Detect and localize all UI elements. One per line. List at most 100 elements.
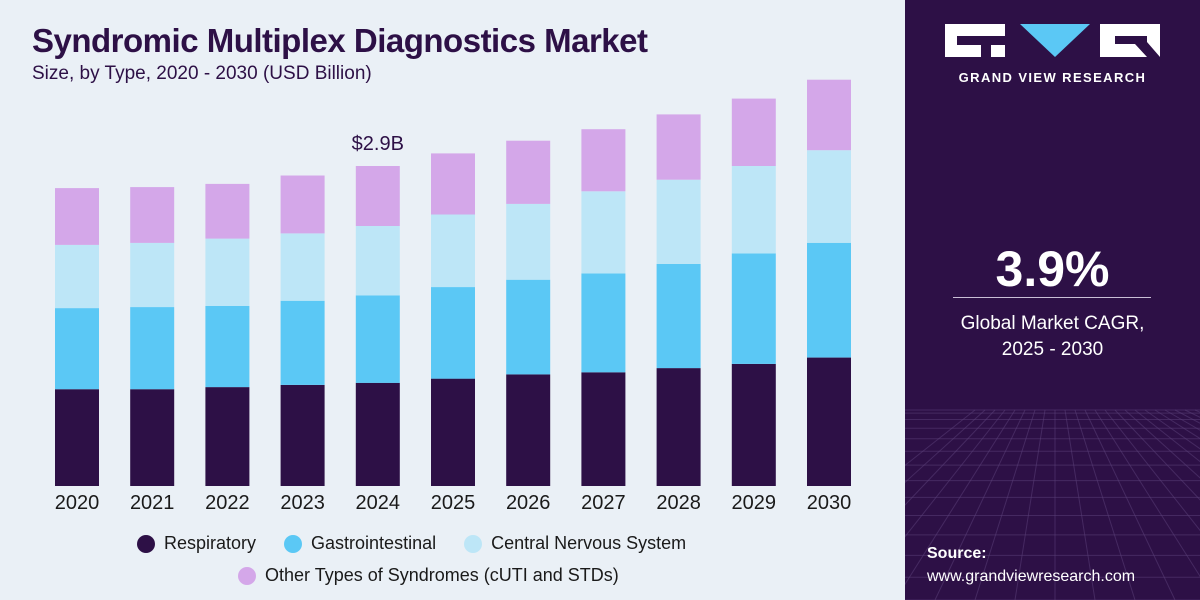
- legend-swatch-respiratory: [137, 534, 155, 553]
- cagr-label-line1: Global Market CAGR,: [960, 313, 1145, 334]
- bar-segment-2024-series-2: [355, 226, 400, 296]
- sidebar-panel: GRAND VIEW RESEARCH 3.9% Global Market C…: [905, 0, 1200, 600]
- x-tick-2029: 2029: [732, 492, 777, 514]
- bar-segment-2023-series-1: [280, 300, 325, 385]
- cagr-value: 3.9%: [995, 241, 1110, 297]
- bar-segment-2029-series-2: [731, 166, 776, 254]
- bar-segment-2022-series-2: [205, 238, 250, 306]
- legend-row-2: Other Types of Syndromes (cUTI and STDs): [238, 565, 619, 586]
- grid-line-v: [1114, 409, 1200, 501]
- bar-segment-2023-series-3: [280, 175, 325, 234]
- grid-line-v: [1064, 409, 1096, 600]
- bar-segment-2020-series-0: [55, 389, 99, 486]
- grid-line-v: [974, 409, 1036, 600]
- x-tick-2023: 2023: [280, 492, 325, 514]
- grid-line-v: [934, 409, 1026, 600]
- bar-segment-2021-series-0: [130, 389, 175, 486]
- bar-segment-2027-series-1: [581, 273, 626, 373]
- grid-line-v: [1094, 409, 1200, 578]
- grid-line-v: [1014, 409, 1046, 600]
- bar-segment-2028-series-1: [656, 263, 701, 369]
- bar-segment-2027-series-0: [581, 372, 626, 486]
- legend-item-gastrointestinal: Gastrointestinal: [284, 533, 436, 554]
- bar-segment-2030-series-2: [807, 150, 851, 243]
- bar-segment-2030-series-1: [807, 242, 851, 358]
- x-tick-2025: 2025: [431, 492, 476, 514]
- annotation-2024: $2.9B: [352, 133, 404, 155]
- grid-pattern-decoration: [905, 409, 1200, 600]
- bar-segment-2025-series-1: [431, 287, 475, 379]
- bar-segment-2025-series-3: [431, 153, 475, 215]
- bar-segment-2022-series-3: [205, 183, 250, 239]
- x-tick-2021: 2021: [130, 492, 175, 514]
- legend-label-other: Other Types of Syndromes (cUTI and STDs): [265, 565, 619, 585]
- bar-segment-2030-series-0: [807, 357, 851, 486]
- bar-segment-2022-series-1: [205, 306, 250, 388]
- legend-item-cns: Central Nervous System: [464, 533, 686, 554]
- chart-title: Syndromic Multiplex Diagnostics Market: [32, 22, 648, 59]
- bar-segment-2026-series-1: [506, 279, 551, 375]
- bar-segment-2026-series-3: [506, 140, 551, 204]
- chart-panel: Syndromic Multiplex Diagnostics Market S…: [32, 22, 852, 586]
- bar-segment-2022-series-0: [205, 387, 250, 486]
- legend-item-other: Other Types of Syndromes (cUTI and STDs): [238, 565, 619, 586]
- bar-segment-2029-series-3: [731, 98, 776, 166]
- brand-name: GRAND VIEW RESEARCH: [958, 70, 1147, 85]
- x-tick-2030: 2030: [807, 492, 852, 514]
- grid-line-v: [1134, 409, 1200, 463]
- bar-segment-2028-series-3: [656, 114, 701, 180]
- grid-line-v: [905, 409, 996, 506]
- legend-label-gastrointestinal: Gastrointestinal: [311, 533, 437, 553]
- bar-segment-2029-series-1: [731, 253, 776, 364]
- legend-swatch-gastrointestinal: [284, 534, 303, 553]
- bar-segment-2020-series-3: [55, 188, 99, 245]
- bar-segment-2021-series-2: [130, 242, 175, 307]
- x-tick-2026: 2026: [506, 492, 551, 514]
- bar-segment-2023-series-2: [280, 233, 325, 301]
- bar-segment-2027-series-2: [581, 191, 626, 274]
- x-tick-2027: 2027: [581, 492, 626, 514]
- bar-segment-2020-series-1: [55, 308, 99, 390]
- grid-line-v: [1104, 409, 1200, 532]
- legend-swatch-cns: [464, 534, 483, 553]
- x-tick-2022: 2022: [205, 492, 250, 514]
- legend-swatch-other: [238, 566, 256, 585]
- bar-segment-2024-series-0: [355, 382, 400, 486]
- gvr-logo-icon: [945, 24, 1160, 57]
- bar-segment-2025-series-0: [431, 378, 475, 486]
- bar-segment-2021-series-3: [130, 187, 175, 243]
- chart-subtitle: Size, by Type, 2020 - 2030 (USD Billion): [32, 63, 372, 84]
- bar-segment-2028-series-0: [656, 368, 701, 486]
- bar-segment-2024-series-1: [355, 295, 400, 383]
- bar-segment-2023-series-0: [280, 384, 325, 486]
- cagr-label-line2: 2025 - 2030: [1001, 339, 1104, 360]
- bar-segment-2030-series-3: [807, 79, 851, 151]
- grid-line-v: [1074, 409, 1136, 600]
- legend-label-cns: Central Nervous System: [491, 533, 687, 553]
- grid-line-v: [905, 409, 1016, 586]
- legend-item-respiratory: Respiratory: [137, 533, 256, 554]
- grid-line-v: [1124, 409, 1200, 479]
- source-label: Source:: [927, 545, 987, 562]
- bar-segment-2021-series-1: [130, 307, 175, 390]
- source-url[interactable]: www.grandviewresearch.com: [927, 568, 1136, 585]
- bar-segment-2028-series-2: [656, 179, 701, 264]
- grid-line-v: [905, 409, 986, 484]
- bar-segment-2026-series-2: [506, 203, 551, 280]
- bar-segment-2025-series-2: [431, 214, 475, 287]
- bar-segment-2026-series-0: [506, 374, 551, 486]
- x-tick-2028: 2028: [656, 492, 701, 514]
- grid-line-v: [1084, 409, 1176, 600]
- stacked-bar-chart: 2020 2021 2022 2023 2024 $2.9B 2025 2026 2027 202…: [55, 79, 852, 514]
- cagr-label: Global Market CAGR, 2025 - 2030: [905, 311, 1200, 363]
- bar-segment-2027-series-3: [581, 129, 626, 192]
- bar-segment-2024-series-3: [355, 166, 400, 226]
- grid-line-v: [905, 409, 976, 467]
- x-tick-2020: 2020: [55, 492, 100, 514]
- bar-segment-2029-series-0: [731, 363, 776, 486]
- x-tick-2024: 2024: [356, 492, 401, 514]
- grid-line-v: [1144, 409, 1200, 450]
- cagr-divider: [953, 297, 1151, 298]
- legend-row-1: Respiratory Gastrointestinal Central Ner…: [137, 533, 686, 554]
- legend-label-respiratory: Respiratory: [164, 533, 257, 553]
